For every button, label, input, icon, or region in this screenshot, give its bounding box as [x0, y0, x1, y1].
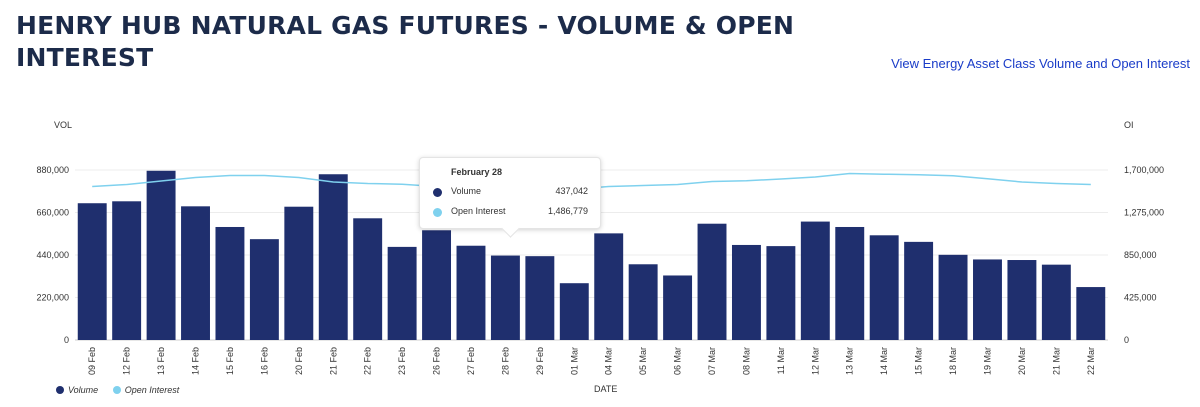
- x-tick-label: 12 Feb: [122, 347, 132, 375]
- volume-bar[interactable]: [973, 259, 1002, 340]
- x-tick-label: 26 Feb: [432, 347, 442, 375]
- right-tick-label: 425,000: [1124, 293, 1157, 303]
- x-tick-label: 20 Mar: [1017, 347, 1027, 375]
- tooltip-volume-row: Volume 437,042: [433, 186, 588, 200]
- volume-bar[interactable]: [904, 241, 934, 340]
- volume-bar[interactable]: [215, 226, 245, 340]
- volume-legend-dot-icon: [56, 386, 64, 394]
- volume-bar[interactable]: [353, 218, 383, 340]
- volume-bar[interactable]: [249, 239, 279, 340]
- volume-bar[interactable]: [181, 206, 210, 340]
- volume-bar[interactable]: [318, 174, 348, 340]
- volume-dot-icon: [433, 188, 442, 197]
- volume-bar[interactable]: [284, 206, 314, 340]
- x-tick-label: 11 Mar: [776, 347, 786, 374]
- x-tick-label: 08 Mar: [741, 347, 751, 375]
- x-tick-label: 12 Mar: [810, 347, 820, 375]
- legend-item-volume[interactable]: Volume: [56, 385, 98, 395]
- tooltip-oi-label: Open Interest: [451, 206, 506, 216]
- right-tick-label: 1,275,000: [1124, 208, 1164, 218]
- x-tick-label: 22 Feb: [363, 347, 373, 375]
- right-tick-label: 0: [1124, 335, 1129, 345]
- volume-bar[interactable]: [490, 255, 520, 340]
- x-tick-label: 21 Feb: [328, 347, 338, 375]
- volume-bar[interactable]: [697, 223, 727, 340]
- legend-oi-label: Open Interest: [124, 385, 180, 395]
- legend-volume-label: Volume: [68, 385, 99, 395]
- right-axis-title: OI: [1124, 120, 1134, 130]
- volume-bar[interactable]: [456, 245, 486, 340]
- volume-bar[interactable]: [1041, 264, 1071, 340]
- volume-bar[interactable]: [1007, 260, 1037, 340]
- energy-asset-class-link[interactable]: View Energy Asset Class Volume and Open …: [891, 56, 1190, 71]
- x-tick-label: 23 Feb: [397, 347, 407, 375]
- x-tick-label: 04 Mar: [604, 347, 614, 375]
- left-tick-label: 0: [64, 335, 69, 345]
- x-tick-label: 07 Mar: [707, 347, 717, 375]
- tooltip-volume-value: 437,042: [555, 186, 588, 196]
- volume-bar[interactable]: [112, 201, 142, 340]
- open-interest-dot-icon: [433, 208, 442, 217]
- x-tick-label: 09 Feb: [87, 347, 97, 375]
- open-interest-legend-dot-icon: [112, 386, 121, 394]
- x-tick-label: 27 Feb: [466, 347, 476, 375]
- volume-bar[interactable]: [387, 246, 417, 340]
- x-tick-label: 14 Mar: [879, 347, 889, 375]
- tooltip-volume-label: Volume: [451, 186, 482, 196]
- x-tick-label: 06 Mar: [673, 347, 683, 375]
- x-tick-label: 15 Mar: [914, 347, 924, 375]
- x-tick-label: 05 Mar: [638, 347, 648, 375]
- volume-bar[interactable]: [594, 233, 624, 340]
- x-tick-label: 19 Mar: [983, 347, 993, 375]
- data-tooltip: February 28 Volume 437,042 Open Interest…: [419, 157, 601, 238]
- chart-legend: Volume Open Interest: [56, 385, 191, 395]
- volume-bar[interactable]: [938, 254, 968, 340]
- volume-bar[interactable]: [869, 235, 899, 340]
- volume-bar[interactable]: [77, 203, 107, 340]
- page-title: HENRY HUB NATURAL GAS FUTURES - VOLUME &…: [16, 11, 795, 72]
- left-axis-title: VOL: [54, 120, 72, 130]
- tooltip-oi-value: 1,486,779: [547, 206, 588, 216]
- left-tick-label: 660,000: [36, 208, 69, 218]
- left-tick-label: 880,000: [36, 165, 69, 175]
- volume-bar[interactable]: [559, 283, 589, 340]
- x-tick-label: 13 Mar: [845, 347, 855, 375]
- right-axis-ticks: 0 425,000 850,000 1,275,000 1,700,000: [1124, 165, 1164, 345]
- x-tick-label: 20 Feb: [294, 347, 304, 375]
- x-tick-label: 01 Mar: [569, 347, 579, 375]
- left-tick-label: 220,000: [36, 293, 69, 303]
- volume-bar[interactable]: [766, 246, 796, 340]
- x-tick-label: 15 Feb: [225, 347, 235, 375]
- right-tick-label: 1,700,000: [1124, 165, 1164, 175]
- volume-bars: [77, 170, 1106, 340]
- x-tick-label: 29 Feb: [535, 347, 545, 375]
- x-tick-label: 22 Mar: [1086, 347, 1096, 375]
- x-tick-label: 28 Feb: [500, 347, 510, 375]
- legend-item-open-interest[interactable]: Open Interest: [112, 385, 180, 395]
- left-axis-ticks: 0 220,000 440,000 660,000 880,000: [36, 165, 69, 345]
- x-tick-label: 21 Mar: [1051, 347, 1061, 375]
- volume-bar[interactable]: [800, 221, 830, 340]
- volume-bar[interactable]: [731, 244, 761, 340]
- volume-bar[interactable]: [422, 230, 452, 340]
- tooltip-date: February 28: [451, 167, 503, 177]
- volume-bar[interactable]: [1076, 287, 1106, 340]
- x-tick-label: 16 Feb: [259, 347, 269, 375]
- volume-bar[interactable]: [525, 256, 555, 340]
- volume-bar[interactable]: [628, 264, 658, 340]
- volume-bar[interactable]: [663, 275, 693, 340]
- tooltip-oi-row: Open Interest 1,486,779: [433, 206, 588, 220]
- volume-bar[interactable]: [835, 226, 865, 340]
- x-tick-label: 13 Feb: [156, 347, 166, 375]
- x-axis-title: DATE: [594, 384, 617, 394]
- volume-bar[interactable]: [146, 170, 176, 340]
- right-tick-label: 850,000: [1124, 250, 1157, 260]
- left-tick-label: 440,000: [36, 250, 69, 260]
- x-axis-ticks: 09 Feb 12 Feb 13 Feb 14 Feb 15 Feb 16 Feb 20 F…: [87, 347, 1096, 375]
- x-tick-label: 14 Feb: [191, 347, 201, 375]
- x-tick-label: 18 Mar: [948, 347, 958, 375]
